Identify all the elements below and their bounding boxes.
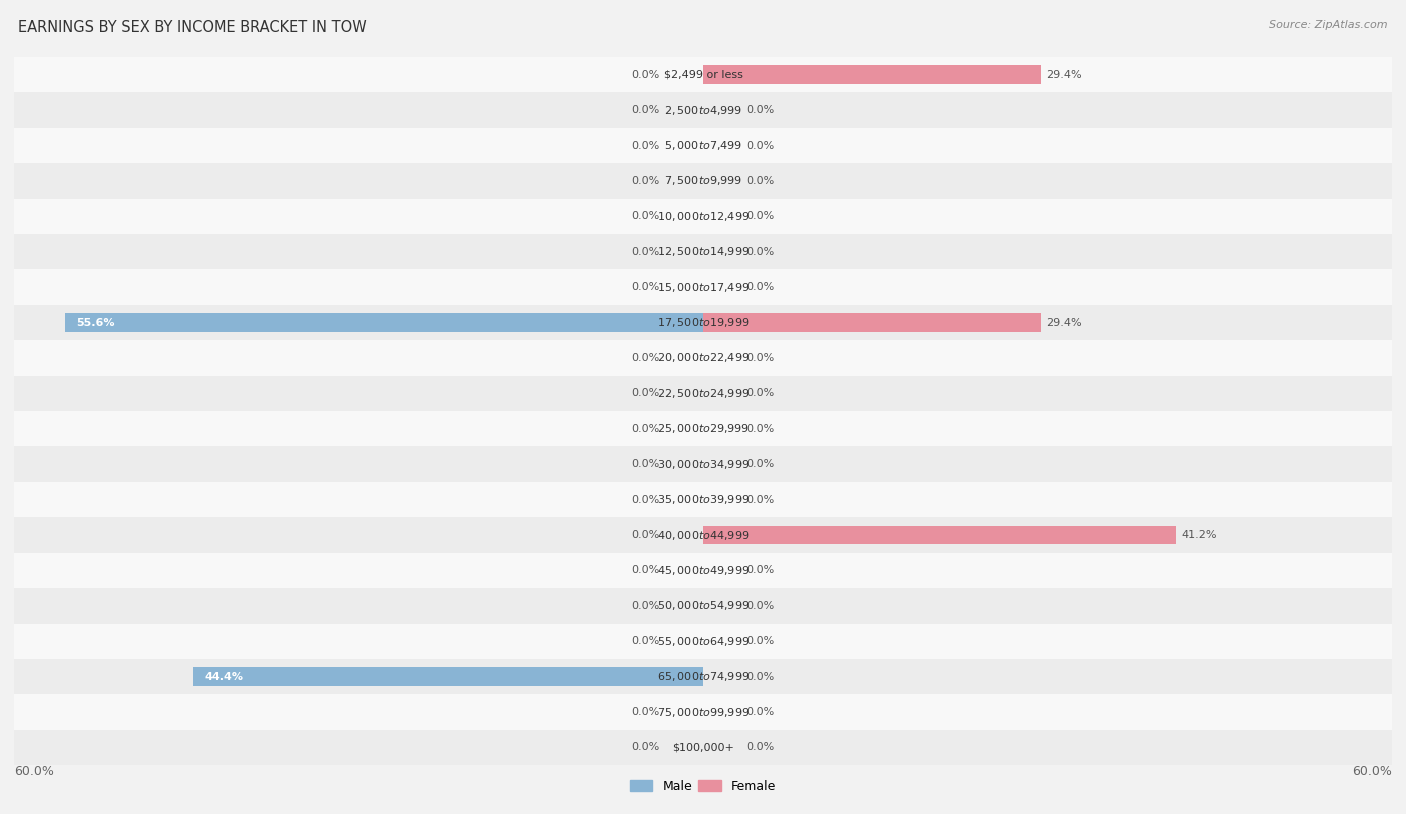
Bar [14, 199, 1392, 234]
Text: 0.0%: 0.0% [747, 637, 775, 646]
Text: $22,500 to $24,999: $22,500 to $24,999 [657, 387, 749, 400]
Text: $55,000 to $64,999: $55,000 to $64,999 [657, 635, 749, 648]
Text: 0.0%: 0.0% [747, 459, 775, 469]
Text: $5,000 to $7,499: $5,000 to $7,499 [664, 139, 742, 152]
Text: $25,000 to $29,999: $25,000 to $29,999 [657, 422, 749, 435]
Bar [14, 446, 1392, 482]
Text: 0.0%: 0.0% [747, 141, 775, 151]
Bar [14, 340, 1392, 375]
Text: 0.0%: 0.0% [747, 353, 775, 363]
Bar [14, 57, 1392, 92]
Bar [703, 526, 1175, 545]
Text: 0.0%: 0.0% [747, 707, 775, 717]
Bar [14, 234, 1392, 269]
Bar [14, 553, 1392, 588]
Text: 44.4%: 44.4% [205, 672, 243, 681]
Bar [65, 313, 703, 332]
Text: 0.0%: 0.0% [747, 176, 775, 186]
Text: $20,000 to $22,499: $20,000 to $22,499 [657, 352, 749, 365]
Text: 41.2%: 41.2% [1182, 530, 1218, 540]
Text: $75,000 to $99,999: $75,000 to $99,999 [657, 706, 749, 719]
Text: 0.0%: 0.0% [747, 282, 775, 292]
Text: $15,000 to $17,499: $15,000 to $17,499 [657, 281, 749, 294]
Bar [14, 624, 1392, 659]
Bar [193, 667, 703, 686]
Bar [14, 269, 1392, 304]
Bar [703, 65, 1040, 84]
Text: 60.0%: 60.0% [1353, 765, 1392, 778]
Bar [14, 411, 1392, 446]
Text: 0.0%: 0.0% [631, 495, 659, 505]
Text: 0.0%: 0.0% [631, 212, 659, 221]
Text: 55.6%: 55.6% [76, 317, 114, 327]
Text: 0.0%: 0.0% [747, 672, 775, 681]
Text: 60.0%: 60.0% [14, 765, 53, 778]
Text: 0.0%: 0.0% [631, 566, 659, 575]
Text: 0.0%: 0.0% [631, 176, 659, 186]
Text: 0.0%: 0.0% [747, 566, 775, 575]
Text: 0.0%: 0.0% [747, 495, 775, 505]
Text: $17,500 to $19,999: $17,500 to $19,999 [657, 316, 749, 329]
Text: 0.0%: 0.0% [747, 105, 775, 115]
Text: 0.0%: 0.0% [631, 530, 659, 540]
Text: 0.0%: 0.0% [747, 742, 775, 752]
Bar [14, 659, 1392, 694]
Text: 0.0%: 0.0% [747, 601, 775, 610]
Text: 0.0%: 0.0% [747, 388, 775, 398]
Text: $45,000 to $49,999: $45,000 to $49,999 [657, 564, 749, 577]
Text: $40,000 to $44,999: $40,000 to $44,999 [657, 528, 749, 541]
Text: 0.0%: 0.0% [631, 459, 659, 469]
Text: 0.0%: 0.0% [631, 637, 659, 646]
Legend: Male, Female: Male, Female [624, 775, 782, 798]
Text: $7,500 to $9,999: $7,500 to $9,999 [664, 174, 742, 187]
Text: 0.0%: 0.0% [631, 70, 659, 80]
Text: 0.0%: 0.0% [747, 247, 775, 256]
Text: 0.0%: 0.0% [631, 424, 659, 434]
Text: 0.0%: 0.0% [631, 388, 659, 398]
Text: 0.0%: 0.0% [631, 247, 659, 256]
Bar [14, 92, 1392, 128]
Bar [14, 482, 1392, 518]
Bar [14, 304, 1392, 340]
Bar [14, 518, 1392, 553]
Text: 29.4%: 29.4% [1046, 70, 1083, 80]
Bar [14, 163, 1392, 199]
Text: $10,000 to $12,499: $10,000 to $12,499 [657, 210, 749, 223]
Bar [703, 313, 1040, 332]
Text: $30,000 to $34,999: $30,000 to $34,999 [657, 457, 749, 470]
Text: 0.0%: 0.0% [631, 742, 659, 752]
Bar [14, 694, 1392, 730]
Text: Source: ZipAtlas.com: Source: ZipAtlas.com [1270, 20, 1388, 30]
Text: 0.0%: 0.0% [631, 707, 659, 717]
Text: 0.0%: 0.0% [747, 424, 775, 434]
Text: $65,000 to $74,999: $65,000 to $74,999 [657, 670, 749, 683]
Bar [14, 588, 1392, 624]
Text: $12,500 to $14,999: $12,500 to $14,999 [657, 245, 749, 258]
Text: 0.0%: 0.0% [631, 353, 659, 363]
Text: $2,499 or less: $2,499 or less [664, 70, 742, 80]
Text: $100,000+: $100,000+ [672, 742, 734, 752]
Text: 0.0%: 0.0% [631, 105, 659, 115]
Text: 0.0%: 0.0% [631, 601, 659, 610]
Text: 0.0%: 0.0% [631, 141, 659, 151]
Text: $50,000 to $54,999: $50,000 to $54,999 [657, 599, 749, 612]
Text: $35,000 to $39,999: $35,000 to $39,999 [657, 493, 749, 506]
Bar [14, 128, 1392, 163]
Bar [14, 730, 1392, 765]
Text: EARNINGS BY SEX BY INCOME BRACKET IN TOW: EARNINGS BY SEX BY INCOME BRACKET IN TOW [18, 20, 367, 35]
Text: 29.4%: 29.4% [1046, 317, 1083, 327]
Text: $2,500 to $4,999: $2,500 to $4,999 [664, 103, 742, 116]
Bar [14, 375, 1392, 411]
Text: 0.0%: 0.0% [747, 212, 775, 221]
Text: 0.0%: 0.0% [631, 282, 659, 292]
